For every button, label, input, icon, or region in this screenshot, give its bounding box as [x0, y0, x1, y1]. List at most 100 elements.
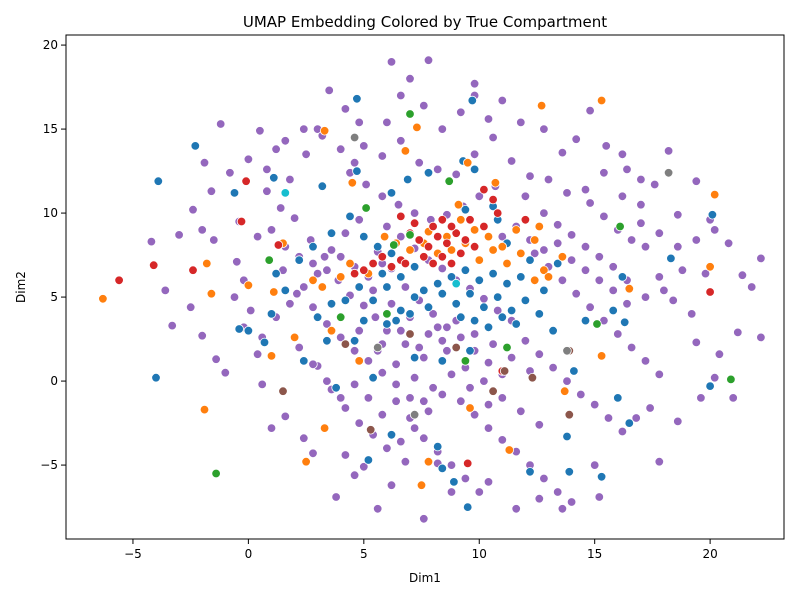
scatter-point: [322, 336, 332, 346]
y-axis-label: Dim2: [14, 271, 28, 303]
scatter-point: [520, 191, 531, 202]
scatter-point: [479, 294, 489, 304]
scatter-point: [673, 210, 683, 220]
scatter-point: [190, 141, 201, 151]
scatter-point: [516, 406, 526, 417]
scatter-point: [245, 305, 256, 316]
scatter-point: [534, 420, 545, 430]
scatter-point: [405, 109, 415, 119]
scatter-point: [209, 235, 219, 245]
scatter-point: [382, 443, 392, 454]
scatter-point: [225, 168, 235, 178]
chart-title: UMAP Embedding Colored by True Compartme…: [243, 13, 607, 31]
y-tick-label: −5: [40, 458, 58, 472]
scatter-point: [299, 282, 309, 292]
scatter-point: [409, 410, 420, 420]
scatter-point: [400, 258, 411, 269]
scatter-point: [98, 294, 108, 304]
scatter-point: [557, 252, 568, 262]
scatter-point: [594, 275, 605, 286]
scatter-point: [379, 231, 390, 242]
scatter-point: [608, 262, 618, 272]
scatter-point: [553, 487, 563, 497]
scatter-point: [199, 157, 210, 168]
scatter-point: [377, 268, 388, 279]
scatter-point: [308, 302, 318, 312]
scatter-point: [479, 184, 489, 195]
scatter-point: [502, 258, 512, 269]
scatter-point: [483, 423, 494, 433]
scatter-point: [354, 326, 364, 336]
scatter-point: [520, 336, 531, 346]
scatter-point: [506, 156, 517, 166]
scatter-point: [504, 445, 515, 455]
scatter-point: [391, 379, 401, 390]
scatter-point: [354, 418, 364, 428]
scatter-point: [705, 381, 715, 391]
scatter-point: [377, 368, 388, 378]
scatter-point: [539, 285, 549, 296]
y-tick-label: 0: [50, 374, 58, 388]
scatter-point: [326, 326, 337, 336]
scatter-point: [391, 396, 401, 406]
scatter-point: [405, 329, 415, 339]
scatter-point: [562, 376, 572, 386]
scatter-point: [456, 107, 466, 118]
scatter-point: [483, 399, 494, 410]
scatter-point: [206, 186, 217, 196]
scatter-point: [377, 410, 388, 420]
scatter-point: [539, 245, 549, 255]
scatter-point: [497, 95, 508, 106]
scatter-point: [617, 272, 628, 282]
scatter-point: [409, 208, 420, 218]
scatter-point: [469, 410, 480, 420]
scatter-point: [405, 73, 415, 84]
scatter-point: [396, 90, 406, 101]
scatter-point: [403, 174, 413, 185]
scatter-point: [262, 164, 272, 175]
scatter-point: [419, 285, 429, 296]
scatter-point: [215, 119, 226, 129]
scatter-point: [396, 326, 406, 336]
scatter-point: [243, 280, 254, 291]
scatter-point: [645, 403, 655, 413]
scatter-point: [511, 225, 521, 235]
scatter-point: [626, 342, 637, 353]
scatter-point: [530, 275, 540, 286]
scatter-point: [557, 147, 568, 158]
scatter-point: [714, 349, 725, 359]
scatter-point: [603, 413, 614, 423]
scatter-point: [469, 225, 480, 235]
scatter-point: [437, 389, 448, 400]
scatter-point: [409, 262, 420, 272]
scatter-point: [382, 282, 392, 292]
scatter-point: [299, 433, 309, 443]
scatter-point: [677, 265, 688, 275]
scatter-point: [451, 299, 461, 309]
scatter-point: [562, 431, 572, 442]
scatter-point: [499, 366, 510, 376]
scatter-point: [502, 342, 512, 353]
scatter-point: [687, 309, 697, 319]
scatter-point: [451, 169, 461, 180]
scatter-point: [553, 220, 563, 230]
scatter-point: [396, 231, 406, 242]
scatter-point: [525, 467, 535, 477]
scatter-point: [622, 164, 632, 175]
scatter-point: [437, 252, 448, 262]
scatter-point: [359, 315, 369, 326]
scatter-point: [437, 215, 448, 225]
scatter-point: [266, 423, 277, 433]
scatter-point: [414, 157, 424, 168]
scatter-point: [488, 245, 498, 255]
scatter-point: [386, 248, 397, 259]
scatter-point: [654, 369, 665, 380]
scatter-point: [463, 458, 473, 469]
scatter-point: [562, 346, 572, 356]
scatter-point: [312, 268, 323, 279]
scatter-point: [400, 282, 411, 292]
scatter-point: [723, 238, 734, 249]
scatter-point: [433, 278, 443, 289]
scatter-point: [465, 403, 475, 413]
scatter-point: [396, 305, 406, 316]
